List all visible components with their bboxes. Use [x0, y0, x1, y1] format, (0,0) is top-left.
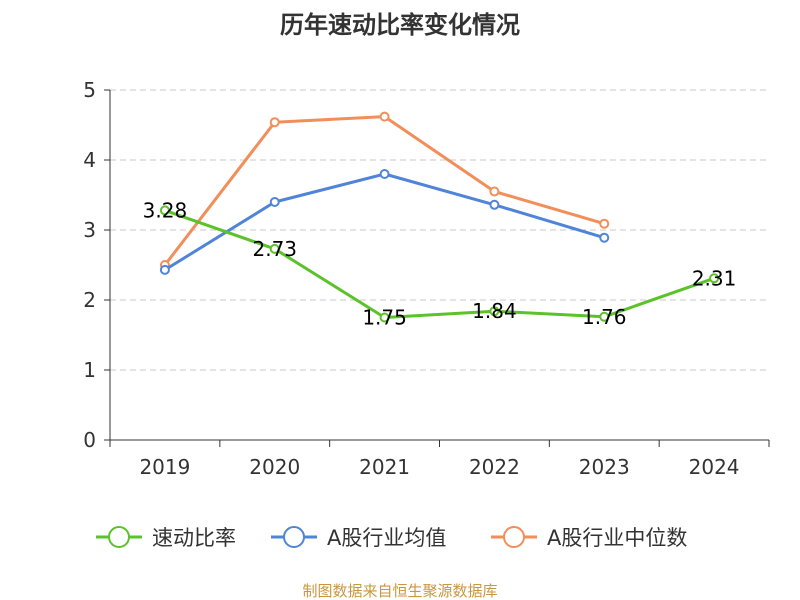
data-point: [269, 243, 280, 254]
data-label: 1.76: [582, 305, 627, 329]
data-label: 2.31: [692, 266, 737, 290]
source-note: 制图数据来自恒生聚源数据库: [302, 582, 497, 600]
series-line: [163, 115, 605, 266]
x-tick-label: 2022: [469, 455, 520, 479]
legend-item-2[interactable]: A股行业均值: [271, 526, 446, 550]
legend: 速动比率 A股行业均值 A股行业中位数: [96, 526, 687, 550]
y-tick-label: 5: [83, 78, 96, 102]
data-point: [489, 186, 500, 197]
series-layer: [159, 111, 720, 323]
x-tick-label: 2020: [249, 455, 300, 479]
data-point: [599, 311, 610, 322]
y-axis-ticks: 0 1 2 3 4 5: [83, 78, 110, 452]
y-tick-label: 3: [83, 218, 96, 242]
y-tick-label: 0: [83, 428, 96, 452]
data-label: 2.73: [252, 237, 297, 261]
data-point: [269, 197, 280, 207]
axes: [109, 90, 769, 441]
legend-swatch-marker: [503, 526, 525, 548]
x-tick-label: 2024: [689, 455, 740, 479]
x-tick-label: 2019: [139, 455, 190, 479]
series-line: [164, 208, 715, 319]
legend-item-1[interactable]: 速动比率: [96, 526, 236, 550]
y-tick-label: 2: [83, 288, 96, 312]
series-line: [164, 172, 605, 272]
data-point: [269, 117, 280, 128]
legend-label: A股行业中位数: [547, 526, 687, 550]
legend-item-3[interactable]: A股行业中位数: [491, 526, 687, 550]
chart-title: 历年速动比率变化情况: [280, 11, 520, 39]
x-axis-ticks: 2019 2020 2021 2022 2023 2024: [109, 440, 770, 479]
data-label: 1.75: [362, 306, 407, 330]
y-tick-label: 1: [83, 358, 96, 382]
series-3: [159, 111, 610, 270]
data-point: [489, 306, 500, 317]
series-2: [159, 169, 610, 275]
data-point: [379, 169, 390, 179]
data-point: [379, 312, 390, 323]
data-point: [489, 199, 500, 210]
data-label: 1.84: [472, 299, 517, 323]
series-1: [159, 205, 720, 323]
data-point: [709, 273, 720, 284]
x-tick-label: 2023: [579, 455, 630, 479]
data-point: [599, 218, 610, 229]
data-point: [159, 264, 170, 275]
legend-swatch-marker: [108, 526, 130, 548]
grid-lines: [110, 89, 769, 371]
legend-label: A股行业均值: [327, 526, 446, 550]
y-tick-label: 4: [83, 148, 96, 172]
data-point: [159, 205, 170, 216]
legend-swatch-marker: [283, 526, 305, 548]
x-tick-label: 2021: [359, 455, 410, 479]
data-point: [599, 232, 610, 243]
data-point: [379, 111, 390, 122]
data-labels: 3.28 2.73 1.75 1.84 1.76 2.31: [143, 198, 737, 329]
data-label: 3.28: [143, 198, 188, 222]
legend-label: 速动比率: [152, 526, 236, 550]
